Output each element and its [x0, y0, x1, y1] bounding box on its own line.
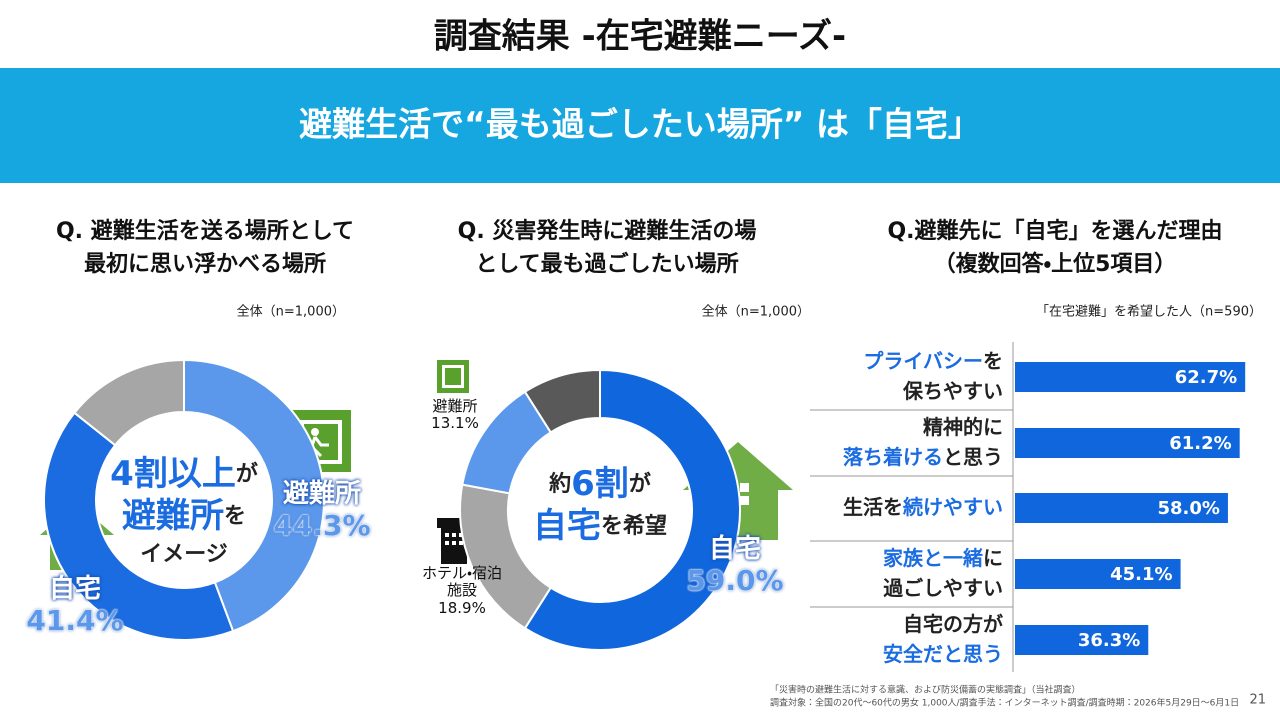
- category-label: ホテル・宿泊施設: [421, 564, 503, 600]
- emphasis-text: 安全だと思う: [883, 642, 1003, 666]
- plain-text: 保ちやすい: [902, 379, 1003, 403]
- value-label: 61.2%: [1169, 433, 1231, 454]
- bar: [1015, 625, 1149, 655]
- emphasis-text: 自宅: [533, 506, 601, 546]
- donut-segment: [523, 368, 601, 434]
- donut-segment: [523, 368, 741, 651]
- donut-segment: [43, 411, 235, 641]
- value-label: 59.0%: [686, 564, 784, 597]
- exit-icon: [437, 360, 469, 393]
- emphasis-text: 落ち着ける: [843, 445, 943, 469]
- category-label: 避難所: [282, 479, 361, 509]
- donut-segment: [183, 358, 325, 633]
- plain-text: を: [224, 504, 246, 529]
- emphasis-text: 避難所: [122, 496, 224, 536]
- center-text: 生活を続けやすい: [843, 495, 1003, 519]
- plain-text: に: [983, 546, 1003, 570]
- bar: [1015, 559, 1181, 589]
- banner-text: 避難生活で“最も過ごしたい場所” は「自宅」: [299, 105, 981, 144]
- emphasis-text: 4割以上: [110, 454, 236, 494]
- plain-text: イメージ: [140, 542, 228, 567]
- bar: [1015, 428, 1240, 458]
- value-label: 18.9%: [438, 599, 486, 617]
- center-text: 落ち着けると思う: [843, 445, 1003, 469]
- plain-text: 自宅の方が: [903, 612, 1003, 636]
- center-text: 家族と一緒に: [883, 546, 1003, 570]
- center-text: イメージ: [140, 542, 228, 567]
- banner: [0, 68, 1280, 183]
- source-note: 「災害時の避難生活に対する意識、および防災備蓄の実態調査」（当社調査）: [770, 684, 1081, 696]
- sample-note: 全体（n=1,000）: [702, 305, 810, 320]
- sample-note: 全体（n=1,000）: [237, 305, 345, 320]
- center-text: 自宅を希望: [533, 506, 667, 546]
- category-label: 自宅: [48, 574, 101, 604]
- plain-text: と思う: [943, 445, 1003, 469]
- plain-text: が: [629, 471, 651, 497]
- plain-text: を: [983, 349, 1003, 373]
- emphasis-text: 続けやすい: [903, 495, 1003, 519]
- donut-segment: [73, 358, 185, 447]
- value-label: 62.7%: [1175, 367, 1237, 388]
- question-title: Q. 避難生活を送る場所として: [56, 218, 354, 244]
- category-label: 自宅: [708, 534, 761, 564]
- value-label: 36.3%: [1078, 630, 1140, 651]
- plain-text: 過ごしやすい: [883, 576, 1003, 600]
- question-title: 最初に思い浮かべる場所: [84, 251, 326, 277]
- question-title: として最も過ごしたい場所: [475, 251, 738, 277]
- plain-text: 約: [548, 471, 571, 497]
- method-note: 調査対象：全国の20代～60代の男女 1,000人/調査手法：インターネット調査…: [770, 697, 1239, 709]
- emphasis-text: 家族と一緒: [883, 546, 983, 570]
- center-text: 約6割が: [548, 464, 651, 504]
- sample-note: 「在宅避難」を希望した人（n=590）: [1036, 305, 1262, 320]
- center-text: 保ちやすい: [902, 379, 1003, 403]
- question-title: （複数回答・上位5項目）: [934, 251, 1177, 277]
- slide-title: 調査結果 -在宅避難ニーズ-: [434, 17, 846, 57]
- page-number: 21: [1249, 693, 1266, 708]
- center-text: 精神的に: [923, 415, 1003, 439]
- plain-text: 精神的に: [923, 415, 1003, 439]
- center-text: 避難所を: [122, 496, 246, 536]
- exit-icon: [291, 410, 351, 472]
- emphasis-text: 6割: [571, 464, 629, 504]
- center-text: 4割以上が: [110, 454, 258, 494]
- center-text: 安全だと思う: [883, 642, 1003, 666]
- plain-text: が: [236, 461, 258, 487]
- value-label: 58.0%: [1157, 498, 1219, 519]
- value-label: 13.1%: [431, 414, 479, 432]
- value-label: 41.4%: [26, 604, 124, 637]
- center-text: プライバシーを: [863, 349, 1003, 373]
- value-label: 45.1%: [1110, 564, 1172, 585]
- bar: [1015, 493, 1228, 523]
- emphasis-text: プライバシー: [863, 349, 983, 373]
- question-title: Q. 災害発生時に避難生活の場: [458, 218, 757, 244]
- center-text: 自宅の方が: [903, 612, 1003, 636]
- plain-text: 生活を: [843, 495, 903, 519]
- value-label: 44.3%: [273, 509, 371, 542]
- question-title: Q.避難先に「自宅」を選んだ理由: [887, 218, 1222, 244]
- category-label: 避難所: [432, 397, 478, 415]
- plain-text: を希望: [601, 513, 667, 539]
- center-text: 過ごしやすい: [883, 576, 1003, 600]
- bar: [1015, 362, 1246, 392]
